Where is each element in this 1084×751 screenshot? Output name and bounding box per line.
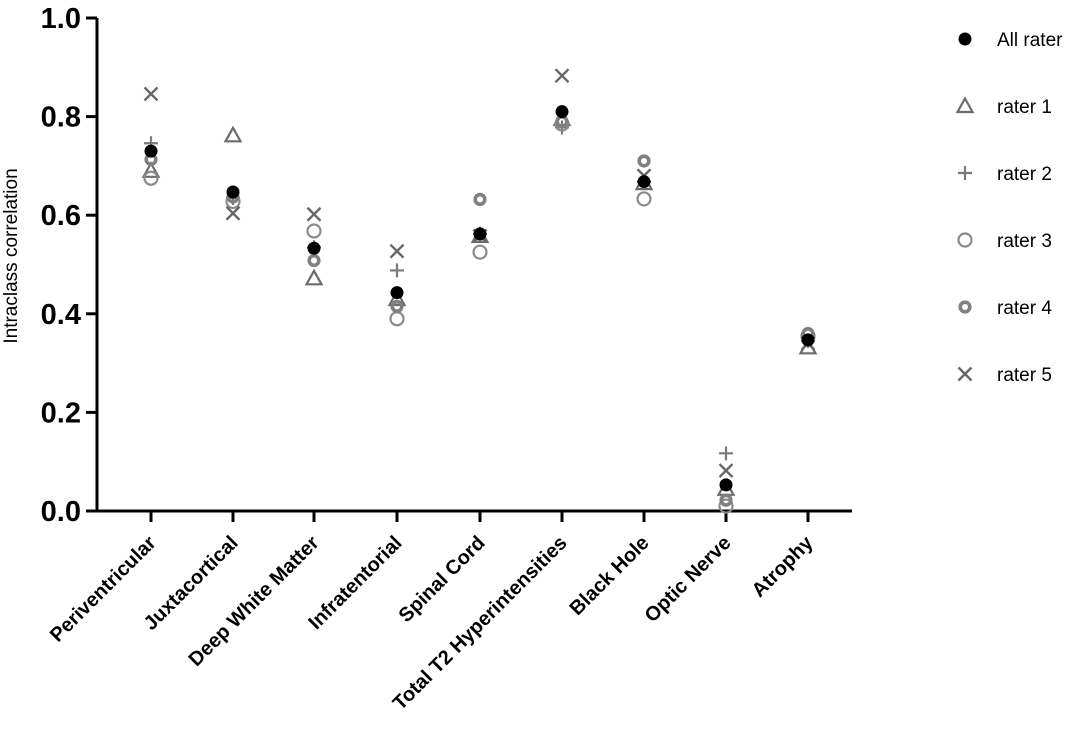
legend-label: rater 5 [997,365,1052,386]
y-tick-label: 0.4 [41,299,81,331]
legend-label: rater 4 [997,298,1052,319]
series-rater-2 [144,120,815,461]
y-axis-title: Intraclass correlation [1,168,22,343]
point-all-rater [226,185,240,199]
point-all-rater [637,175,651,189]
point-rater-4 [473,192,487,207]
series-all-rater [144,105,815,492]
series-rater-5 [143,68,816,478]
data-points [141,68,818,514]
point-rater-1 [387,289,407,307]
point-rater-3 [718,498,734,514]
point-rater-5 [225,205,241,221]
point-rater-5 [389,243,405,259]
point-rater-3 [472,244,488,260]
y-tick-label: 0.2 [41,397,81,429]
point-rater-5 [718,463,734,478]
legend-marker-rater-5 [957,366,973,382]
x-tick-label: Atrophy [748,531,818,601]
legend: All rater rater 1 rater 2 rater 3 rater 4 rat… [955,30,1063,386]
legend-marker-all-rater [958,32,972,46]
legend-marker-rater-4 [958,300,972,314]
point-rater-4 [307,253,321,268]
point-rater-1 [304,268,324,286]
point-rater-4 [637,154,651,168]
y-tick-label: 0.0 [41,496,81,528]
point-rater-3 [306,223,322,239]
x-tick-label: Total T2 Hyperintensities [389,532,572,715]
point-all-rater [719,478,733,492]
y-tick-label: 1.0 [41,3,81,35]
point-rater-1 [223,125,243,143]
legend-marker-rater-3 [957,232,973,248]
y-tick-label: 0.8 [41,102,81,134]
point-all-rater [801,333,815,347]
point-all-rater [390,286,404,300]
point-rater-1 [141,161,161,178]
point-rater-3 [389,311,405,327]
point-rater-2 [390,263,404,278]
legend-marker-rater-1 [955,96,975,114]
series-rater-4 [144,114,815,507]
legend-label: All rater [997,30,1063,51]
point-all-rater [555,105,569,119]
x-tick-label: Black Hole [566,532,654,620]
point-rater-3 [636,191,652,207]
point-rater-5 [554,68,570,84]
point-rater-4 [390,299,404,314]
axes [95,18,852,513]
legend-item-all-rater: All rater [958,30,1063,51]
legend-item-rater-2: rater 2 [958,164,1052,185]
point-rater-5 [143,86,159,102]
legend-marker-rater-2 [958,166,972,180]
point-all-rater [307,241,321,255]
point-rater-2 [719,446,733,461]
point-rater-4 [719,493,733,507]
legend-item-rater-5: rater 5 [957,365,1052,386]
legend-label: rater 2 [997,164,1052,185]
point-all-rater [473,227,487,241]
y-ticks: 0.0 0.2 0.4 0.6 0.8 1.0 [41,3,97,528]
series-rater-3 [143,116,816,514]
legend-item-rater-3: rater 3 [957,231,1052,252]
y-tick-label: 0.6 [41,200,81,232]
legend-label: rater 3 [997,231,1052,252]
x-tick-label: Optic Nerve [641,532,736,627]
x-tick-label: Periventricular [46,532,161,647]
point-rater-3 [143,170,159,186]
legend-label: rater 1 [997,97,1052,118]
legend-item-rater-1: rater 1 [955,96,1052,118]
legend-item-rater-4: rater 4 [958,298,1052,319]
point-rater-5 [306,206,322,222]
point-all-rater [144,144,158,158]
series-rater-1 [141,109,818,496]
